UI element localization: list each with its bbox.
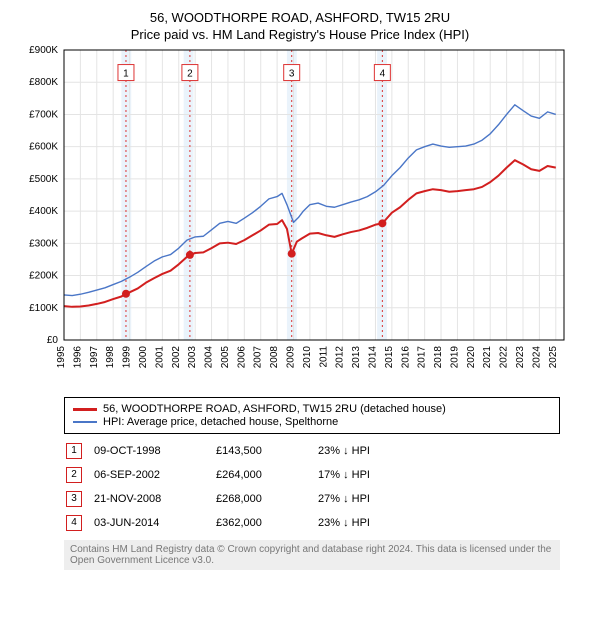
svg-text:2003: 2003	[187, 346, 198, 369]
svg-text:2002: 2002	[171, 346, 182, 369]
svg-text:2024: 2024	[531, 346, 542, 369]
svg-text:£500K: £500K	[29, 174, 58, 185]
event-delta: 17% ↓ HPI	[318, 464, 380, 486]
svg-text:2: 2	[187, 69, 193, 80]
svg-text:1: 1	[123, 69, 129, 80]
svg-text:2019: 2019	[449, 346, 460, 369]
svg-text:£200K: £200K	[29, 271, 58, 282]
svg-text:2014: 2014	[367, 346, 378, 369]
svg-text:2016: 2016	[400, 346, 411, 369]
event-price: £143,500	[216, 440, 316, 462]
svg-text:£300K: £300K	[29, 238, 58, 249]
event-date: 06-SEP-2002	[94, 464, 214, 486]
event-marker: 2	[66, 467, 82, 483]
chart-subtitle: Price paid vs. HM Land Registry's House …	[10, 27, 590, 42]
svg-text:£700K: £700K	[29, 109, 58, 120]
table-row: 1 09-OCT-1998£143,50023% ↓ HPI	[66, 440, 380, 462]
svg-text:2009: 2009	[286, 346, 297, 369]
legend-label: HPI: Average price, detached house, Spel…	[103, 416, 338, 428]
svg-text:£600K: £600K	[29, 142, 58, 153]
svg-text:1995: 1995	[56, 346, 67, 369]
svg-text:1998: 1998	[105, 346, 116, 369]
svg-text:1996: 1996	[72, 346, 83, 369]
svg-text:2025: 2025	[548, 346, 559, 369]
svg-text:2005: 2005	[220, 346, 231, 369]
event-marker: 1	[66, 443, 82, 459]
svg-text:2011: 2011	[318, 346, 329, 368]
event-delta: 27% ↓ HPI	[318, 488, 380, 510]
svg-text:2001: 2001	[154, 346, 165, 369]
svg-text:2012: 2012	[335, 346, 346, 369]
svg-text:£800K: £800K	[29, 77, 58, 88]
svg-text:£400K: £400K	[29, 206, 58, 217]
svg-text:2007: 2007	[253, 346, 264, 369]
svg-text:2013: 2013	[351, 346, 362, 369]
svg-text:1997: 1997	[89, 346, 100, 369]
svg-text:2006: 2006	[236, 346, 247, 369]
svg-text:2015: 2015	[384, 346, 395, 369]
title-block: 56, WOODTHORPE ROAD, ASHFORD, TW15 2RU P…	[10, 10, 590, 42]
svg-text:3: 3	[289, 69, 295, 80]
event-date: 21-NOV-2008	[94, 488, 214, 510]
svg-text:2017: 2017	[417, 346, 428, 369]
events-table: 109-OCT-1998£143,50023% ↓ HPI206-SEP-200…	[64, 438, 382, 536]
event-marker: 3	[66, 491, 82, 507]
legend-item: HPI: Average price, detached house, Spel…	[73, 416, 551, 428]
footnote: Contains HM Land Registry data © Crown c…	[64, 540, 560, 570]
svg-text:1999: 1999	[122, 346, 133, 369]
event-price: £362,000	[216, 512, 316, 534]
svg-text:2018: 2018	[433, 346, 444, 369]
svg-text:2021: 2021	[482, 346, 493, 369]
svg-text:£100K: £100K	[29, 303, 58, 314]
svg-text:2023: 2023	[515, 346, 526, 369]
line-chart-svg: £0 £100K £200K £300K £400K £500K £600K £700K £80…	[10, 46, 590, 386]
event-price: £268,000	[216, 488, 316, 510]
legend-label: 56, WOODTHORPE ROAD, ASHFORD, TW15 2RU (…	[103, 403, 446, 415]
event-delta: 23% ↓ HPI	[318, 512, 380, 534]
svg-text:2008: 2008	[269, 346, 280, 369]
svg-text:£900K: £900K	[29, 46, 58, 56]
table-row: 3 21-NOV-2008£268,00027% ↓ HPI	[66, 488, 380, 510]
event-marker: 4	[66, 515, 82, 531]
legend-item: 56, WOODTHORPE ROAD, ASHFORD, TW15 2RU (…	[73, 403, 551, 415]
chart-area: £0 £100K £200K £300K £400K £500K £600K £700K £80…	[10, 46, 590, 391]
table-row: 2 06-SEP-2002£264,00017% ↓ HPI	[66, 464, 380, 486]
svg-text:4: 4	[380, 69, 386, 80]
event-date: 09-OCT-1998	[94, 440, 214, 462]
svg-text:£0: £0	[47, 335, 59, 346]
svg-text:2000: 2000	[138, 346, 149, 369]
legend-swatch	[73, 408, 97, 411]
chart-title: 56, WOODTHORPE ROAD, ASHFORD, TW15 2RU	[10, 10, 590, 25]
svg-text:2020: 2020	[466, 346, 477, 369]
event-price: £264,000	[216, 464, 316, 486]
event-date: 03-JUN-2014	[94, 512, 214, 534]
svg-text:2010: 2010	[302, 346, 313, 369]
table-row: 4 03-JUN-2014£362,00023% ↓ HPI	[66, 512, 380, 534]
event-delta: 23% ↓ HPI	[318, 440, 380, 462]
legend: 56, WOODTHORPE ROAD, ASHFORD, TW15 2RU (…	[64, 397, 560, 434]
legend-swatch	[73, 421, 97, 423]
svg-text:2004: 2004	[204, 346, 215, 369]
svg-text:2022: 2022	[499, 346, 510, 369]
